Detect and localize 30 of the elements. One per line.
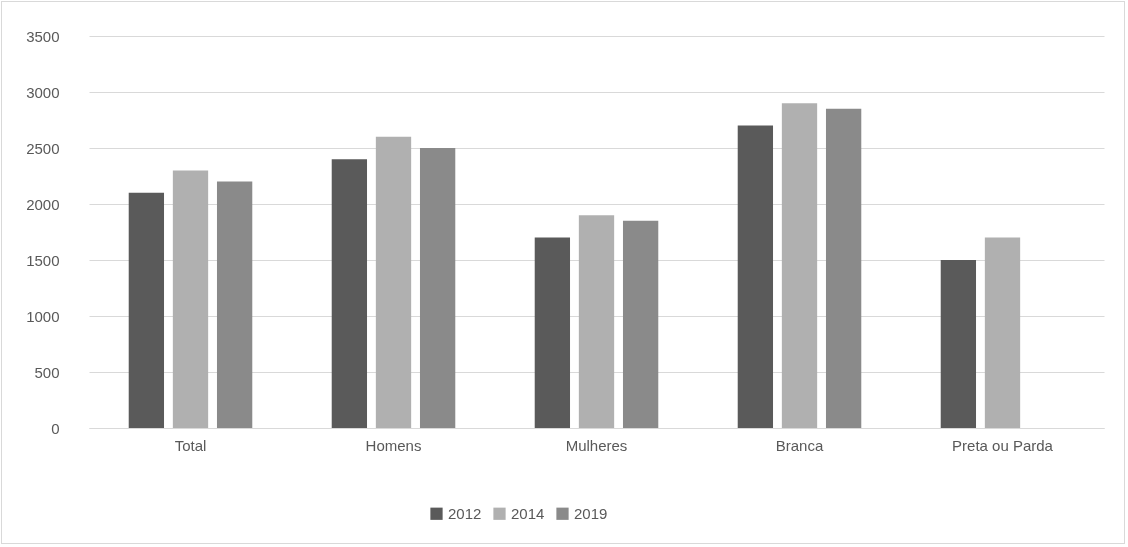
x-tick-label: Total [174, 436, 207, 454]
bar [984, 237, 1021, 428]
bar [534, 237, 571, 428]
y-tick-label: 500 [34, 363, 60, 381]
bar [825, 108, 862, 428]
y-tick-label: 1500 [26, 251, 60, 269]
bar [578, 215, 615, 428]
x-tick-label: Preta ou Parda [952, 436, 1054, 454]
bar [940, 260, 977, 428]
bar [331, 159, 368, 428]
bar [375, 136, 412, 428]
y-tick-label: 1000 [26, 307, 60, 325]
y-tick-label: 3500 [26, 27, 60, 45]
bar [622, 220, 659, 428]
y-tick-label: 2500 [26, 139, 60, 157]
y-tick-label: 2000 [26, 195, 60, 213]
bar [216, 181, 253, 428]
legend-label: 2012 [448, 504, 482, 522]
bar [128, 192, 165, 428]
x-tick-label: Homens [365, 436, 422, 454]
y-tick-label: 3000 [26, 83, 60, 101]
bar [419, 148, 456, 428]
bar [737, 125, 774, 428]
x-tick-label: Branca [775, 436, 824, 454]
legend-label: 2019 [574, 504, 608, 522]
legend-label: 2014 [511, 504, 545, 522]
x-tick-label: Mulheres [565, 436, 628, 454]
y-tick-label: 0 [51, 419, 60, 437]
bar [781, 103, 818, 428]
bar [172, 170, 209, 428]
